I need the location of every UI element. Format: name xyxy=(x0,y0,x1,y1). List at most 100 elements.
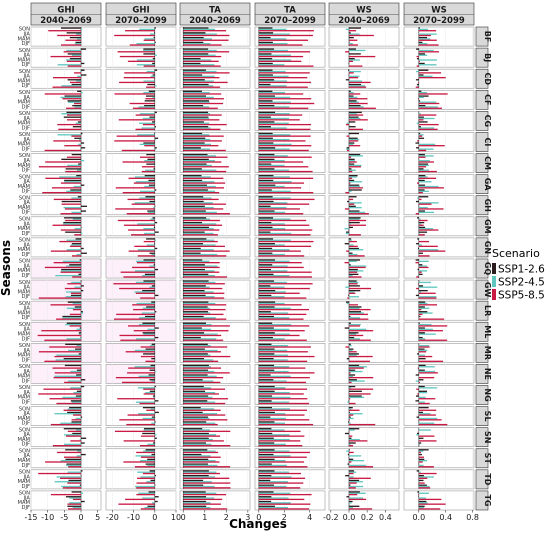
bar-SSP2-4.5 xyxy=(69,502,81,504)
bar-SSP2-4.5 xyxy=(183,143,212,146)
facet-panel xyxy=(179,237,251,258)
bar-SSP1-2.6 xyxy=(154,500,158,503)
bar-SSP5-8.5 xyxy=(183,271,220,273)
bar-SSP1-2.6 xyxy=(349,41,350,44)
bar-SSP2-4.5 xyxy=(418,349,428,352)
bar-SSP1-2.6 xyxy=(81,69,85,71)
row-strip-NE xyxy=(475,364,489,384)
bar-SSP1-2.6 xyxy=(258,116,271,118)
bar-SSP5-8.5 xyxy=(418,409,437,411)
bar-SSP1-2.6 xyxy=(349,500,353,503)
bar-SSP1-2.6 xyxy=(183,62,201,65)
facet-panel xyxy=(403,300,475,321)
bar-SSP5-8.5 xyxy=(418,198,422,201)
bar-SSP2-4.5 xyxy=(418,181,432,183)
bar-SSP1-2.6 xyxy=(154,484,156,486)
bar-SSP1-2.6 xyxy=(67,301,81,303)
bar-SSP2-4.5 xyxy=(71,197,81,199)
bar-SSP5-8.5 xyxy=(183,440,224,442)
bar-SSP5-8.5 xyxy=(418,330,443,332)
bar-SSP1-2.6 xyxy=(75,41,81,44)
bar-SSP5-8.5 xyxy=(64,145,81,147)
bar-SSP1-2.6 xyxy=(349,137,358,139)
bar-SSP2-4.5 xyxy=(418,481,420,483)
bar-SSP5-8.5 xyxy=(418,304,437,306)
bar-SSP1-2.6 xyxy=(183,163,207,165)
bar-SSP1-2.6 xyxy=(146,238,155,240)
bar-SSP5-8.5 xyxy=(66,156,81,158)
row-label: GA xyxy=(483,178,492,192)
bar-SSP1-2.6 xyxy=(258,100,273,102)
bar-SSP1-2.6 xyxy=(258,306,275,308)
bar-SSP1-2.6 xyxy=(349,395,362,397)
facet-panel xyxy=(403,216,475,237)
bar-SSP2-4.5 xyxy=(183,206,214,209)
bar-SSP1-2.6 xyxy=(416,416,419,418)
bar-SSP1-2.6 xyxy=(349,458,354,461)
bar-SSP5-8.5 xyxy=(68,508,81,510)
bar-SSP2-4.5 xyxy=(418,270,428,272)
bar-SSP1-2.6 xyxy=(415,259,419,261)
bar-SSP5-8.5 xyxy=(415,213,419,215)
bar-SSP5-8.5 xyxy=(418,34,431,37)
bar-SSP2-4.5 xyxy=(73,185,81,188)
season-label: DJF xyxy=(21,41,30,47)
facet-panel xyxy=(254,385,326,405)
bar-SSP1-2.6 xyxy=(154,69,158,71)
bar-SSP2-4.5 xyxy=(258,38,287,40)
bar-SSP2-4.5 xyxy=(183,481,212,483)
bar-SSP1-2.6 xyxy=(349,205,356,207)
bar-SSP1-2.6 xyxy=(349,53,361,55)
season-label: JJA xyxy=(22,74,30,80)
row-strip-CG xyxy=(475,111,489,131)
bar-SSP2-4.5 xyxy=(349,396,365,399)
bar-SSP2-4.5 xyxy=(418,148,434,150)
season-label: SON xyxy=(19,427,30,433)
bar-SSP5-8.5 xyxy=(258,234,311,236)
bar-SSP2-4.5 xyxy=(418,190,429,192)
bar-SSP2-4.5 xyxy=(418,396,426,399)
bar-SSP2-4.5 xyxy=(258,211,286,214)
bar-SSP5-8.5 xyxy=(49,346,81,348)
bar-SSP1-2.6 xyxy=(349,484,351,486)
bar-SSP1-2.6 xyxy=(349,132,360,135)
bar-SSP1-2.6 xyxy=(349,264,351,266)
bar-SSP5-8.5 xyxy=(349,266,366,269)
bar-SSP5-8.5 xyxy=(345,346,349,348)
bar-SSP5-8.5 xyxy=(416,388,419,390)
bar-SSP1-2.6 xyxy=(81,500,85,503)
season-label: MAM xyxy=(17,78,30,84)
bar-SSP5-8.5 xyxy=(258,334,300,337)
bar-SSP2-4.5 xyxy=(183,422,216,424)
bar-SSP2-4.5 xyxy=(418,64,437,66)
bar-SSP1-2.6 xyxy=(78,332,81,334)
bar-SSP2-4.5 xyxy=(183,359,214,361)
bar-SSP5-8.5 xyxy=(349,435,353,437)
bar-SSP1-2.6 xyxy=(258,48,275,50)
bar-SSP2-4.5 xyxy=(183,122,210,124)
bar-SSP2-4.5 xyxy=(418,307,430,309)
season-label: MAM xyxy=(17,205,30,211)
bar-SSP5-8.5 xyxy=(349,423,376,426)
bar-SSP2-4.5 xyxy=(418,28,428,31)
bar-SSP2-4.5 xyxy=(418,281,432,284)
season-label: SON xyxy=(19,217,30,223)
row-strip-BF xyxy=(475,26,489,47)
season-label: MAM xyxy=(17,184,30,190)
bar-SSP1-2.6 xyxy=(148,491,155,493)
bar-SSP5-8.5 xyxy=(54,372,81,374)
row-strip-CI xyxy=(475,132,489,152)
bar-SSP5-8.5 xyxy=(418,402,430,405)
season-label: DJF xyxy=(21,125,30,131)
bar-SSP1-2.6 xyxy=(416,58,419,60)
bar-SSP1-2.6 xyxy=(81,226,82,229)
bar-SSP5-8.5 xyxy=(60,229,81,231)
facet-panel xyxy=(254,364,326,384)
bar-SSP1-2.6 xyxy=(70,294,81,297)
bar-SSP2-4.5 xyxy=(258,286,285,288)
bar-SSP2-4.5 xyxy=(143,333,155,335)
bar-SSP1-2.6 xyxy=(81,280,82,282)
row-label: CF xyxy=(483,94,492,105)
facet-panel xyxy=(328,26,400,47)
bar-SSP5-8.5 xyxy=(258,440,301,442)
